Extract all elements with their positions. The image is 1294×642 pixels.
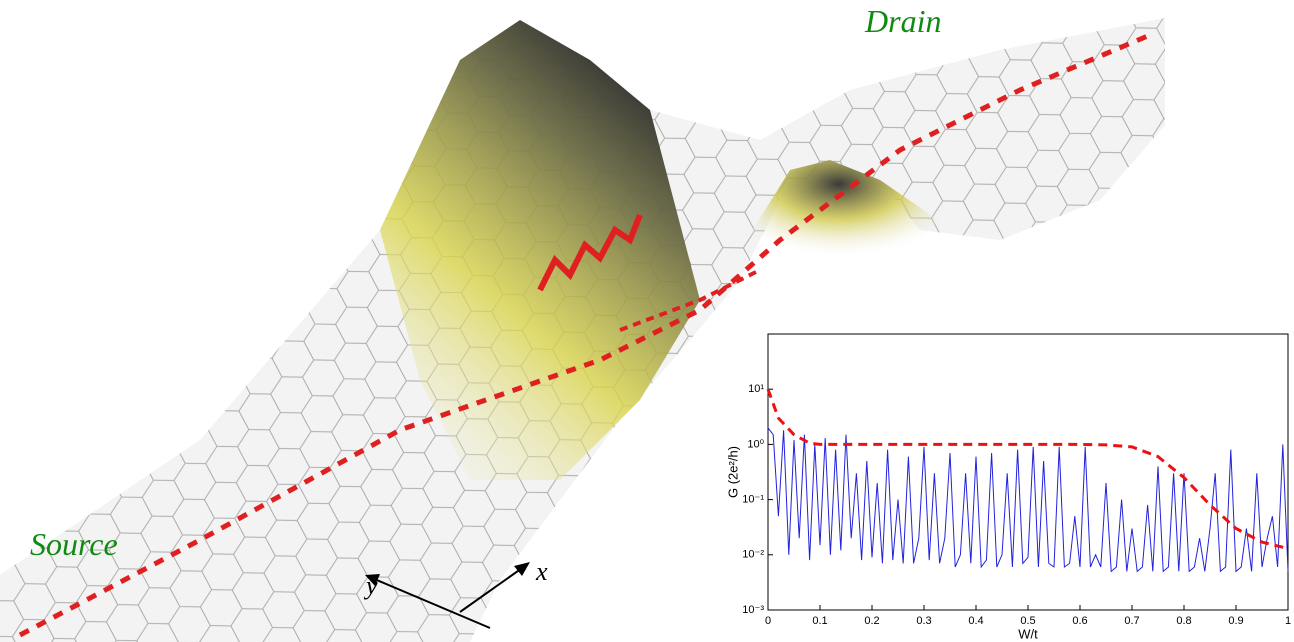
annotation: y (363, 571, 378, 600)
plot-frame (767, 333, 1289, 611)
annotation: Drain (864, 3, 941, 39)
annotation: x (535, 557, 548, 586)
x-tick-label: 0.3 (916, 615, 931, 627)
graphene-surface (0, 18, 1165, 642)
x-tick-label: 1 (1285, 615, 1291, 627)
annotation: Source (30, 526, 118, 562)
x-tick-label: 0 (765, 615, 771, 627)
series-line (766, 388, 1289, 550)
x-tick-label: 0.9 (1228, 615, 1243, 627)
x-tick-label: 0.1 (812, 615, 827, 627)
y-tick-label: 10⁰ (747, 438, 764, 450)
x-tick-label: 0.7 (1124, 615, 1139, 627)
y-tick-label: 10⁻³ (742, 604, 764, 616)
inset-plot: 0 0.1 0.2 0.3 0.4 0.5 0.6 0.7 0.8 0.9 1 10⁻³ 10⁻² 10⁻… (725, 333, 1291, 641)
y-tick-label: 10⁻¹ (742, 494, 764, 506)
x-tick-label: 0.8 (1176, 615, 1191, 627)
series-line (767, 427, 1289, 573)
x-tick-label: 0.5 (1020, 615, 1035, 627)
y-axis-label: G (2e²/h) (725, 446, 740, 498)
x-tick-label: 0.4 (968, 615, 983, 627)
y-tick-label: 10¹ (748, 383, 764, 395)
x-tick-label: 0.6 (1072, 615, 1087, 627)
y-tick-label: 10⁻² (742, 549, 764, 561)
x-axis-label: W/t (1018, 626, 1038, 641)
x-tick-label: 0.2 (864, 615, 879, 627)
